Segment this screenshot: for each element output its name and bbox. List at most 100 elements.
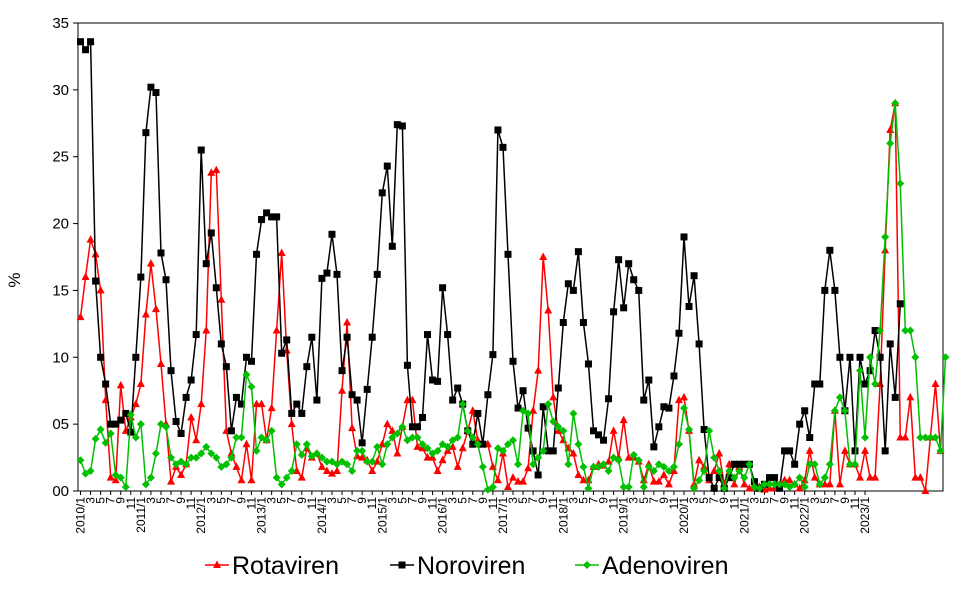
data-point: [549, 417, 558, 426]
x-tick-label: 11: [245, 497, 259, 510]
data-point: [202, 326, 211, 334]
data-point: [529, 406, 538, 414]
data-point: [791, 460, 799, 468]
data-point: [765, 480, 774, 489]
data-point: [690, 272, 698, 280]
x-tick-label: 3: [204, 497, 218, 504]
data-point: [584, 484, 593, 493]
data-point: [670, 372, 678, 380]
x-tick-label: 3: [325, 497, 339, 504]
data-point: [529, 447, 537, 455]
data-point: [272, 473, 281, 482]
data-point: [610, 308, 618, 316]
x-tick-label: 11: [305, 497, 319, 510]
data-point: [705, 474, 713, 482]
data-point: [137, 273, 145, 281]
data-point: [569, 449, 578, 457]
data-point: [272, 326, 281, 334]
data-point: [444, 331, 452, 339]
data-point: [659, 462, 668, 471]
data-point: [268, 213, 276, 221]
data-point: [222, 363, 230, 371]
data-point: [327, 469, 336, 477]
data-point: [509, 436, 518, 445]
data-point: [569, 409, 578, 418]
data-point: [212, 453, 221, 462]
x-tick-label: 3: [446, 497, 460, 504]
data-point: [292, 466, 301, 474]
data-point: [509, 357, 517, 365]
data-point: [820, 473, 829, 482]
data-point: [102, 380, 110, 388]
data-point: [680, 392, 689, 401]
data-point: [378, 189, 386, 197]
data-point: [488, 482, 497, 491]
data-point: [429, 376, 437, 384]
data-point: [237, 433, 246, 442]
data-point: [463, 426, 472, 435]
data-point: [197, 399, 206, 408]
data-point: [338, 386, 347, 394]
data-point: [298, 409, 306, 417]
data-point: [489, 351, 497, 359]
x-tick-label: 2022/1: [798, 497, 812, 534]
data-point: [131, 433, 140, 442]
data-point: [167, 453, 176, 462]
x-tick-label: 5: [516, 497, 530, 504]
data-point: [514, 460, 523, 469]
data-point: [237, 475, 246, 484]
x-tick-label: 7: [104, 497, 118, 504]
data-point: [871, 380, 880, 389]
data-point: [503, 482, 512, 490]
x-tick-label: 2020/1: [677, 497, 691, 534]
x-tick-label: 9: [355, 497, 369, 504]
x-tick-label: 9: [415, 497, 429, 504]
data-point: [599, 460, 608, 469]
data-point: [674, 395, 683, 404]
data-point: [845, 460, 854, 469]
data-point: [680, 404, 689, 413]
data-point: [715, 474, 723, 482]
data-point: [941, 353, 950, 362]
x-tick-label: 11: [486, 497, 500, 510]
x-tick-label: 2012/1: [194, 497, 208, 534]
y-tick-label: 20: [52, 216, 69, 233]
data-point: [126, 410, 135, 419]
data-point: [303, 363, 311, 371]
data-point: [478, 462, 487, 471]
data-point: [835, 393, 844, 402]
data-point: [695, 476, 704, 485]
data-point: [840, 446, 849, 454]
data-point: [192, 331, 200, 339]
data-point: [162, 422, 171, 431]
x-tick-label: 7: [586, 497, 600, 504]
data-point: [458, 443, 467, 452]
data-point: [207, 168, 216, 176]
x-tick-label: 5: [214, 497, 228, 504]
data-point: [856, 473, 865, 481]
data-point: [353, 446, 362, 455]
x-tick-label: 11: [365, 497, 379, 510]
data-point: [312, 449, 321, 458]
x-tick-label: 11: [667, 497, 681, 510]
data-point: [297, 450, 306, 459]
data-point: [136, 420, 145, 429]
data-point: [207, 229, 215, 237]
data-point: [187, 412, 196, 421]
data-point: [660, 403, 668, 411]
data-point: [368, 457, 377, 466]
data-point: [836, 353, 844, 361]
data-point: [106, 473, 115, 481]
data-point: [549, 392, 558, 401]
x-tick-label: 5: [576, 497, 590, 504]
data-point: [338, 367, 346, 375]
data-point: [121, 482, 130, 491]
data-point: [725, 474, 733, 482]
data-point: [906, 326, 915, 335]
data-point: [615, 256, 623, 264]
data-point: [383, 440, 392, 449]
data-point: [509, 473, 518, 481]
x-tick-label: 9: [778, 497, 792, 504]
data-point: [333, 270, 341, 278]
x-tick-label: 5: [757, 497, 771, 504]
